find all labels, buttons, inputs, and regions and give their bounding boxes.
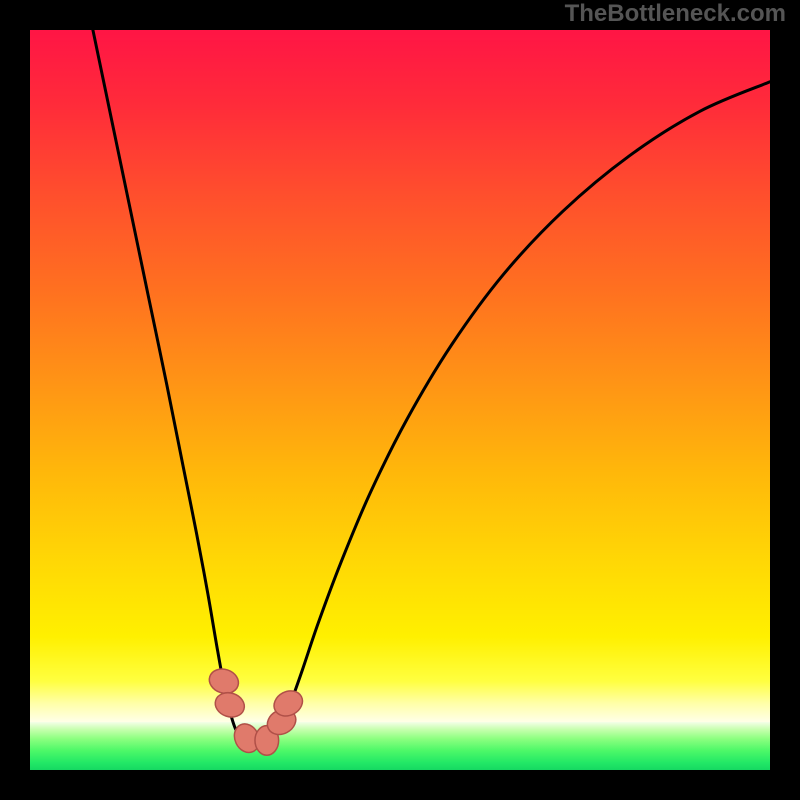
plot-area bbox=[30, 30, 770, 770]
bottleneck-curve-left bbox=[93, 30, 243, 739]
marker-group bbox=[206, 665, 307, 756]
watermark-text: TheBottleneck.com bbox=[565, 0, 786, 28]
curve-layer bbox=[30, 30, 770, 770]
chart-canvas: TheBottleneck.com bbox=[0, 0, 800, 800]
marker-1 bbox=[212, 689, 247, 721]
bottleneck-curve-right bbox=[274, 82, 770, 739]
marker-0 bbox=[206, 665, 241, 697]
